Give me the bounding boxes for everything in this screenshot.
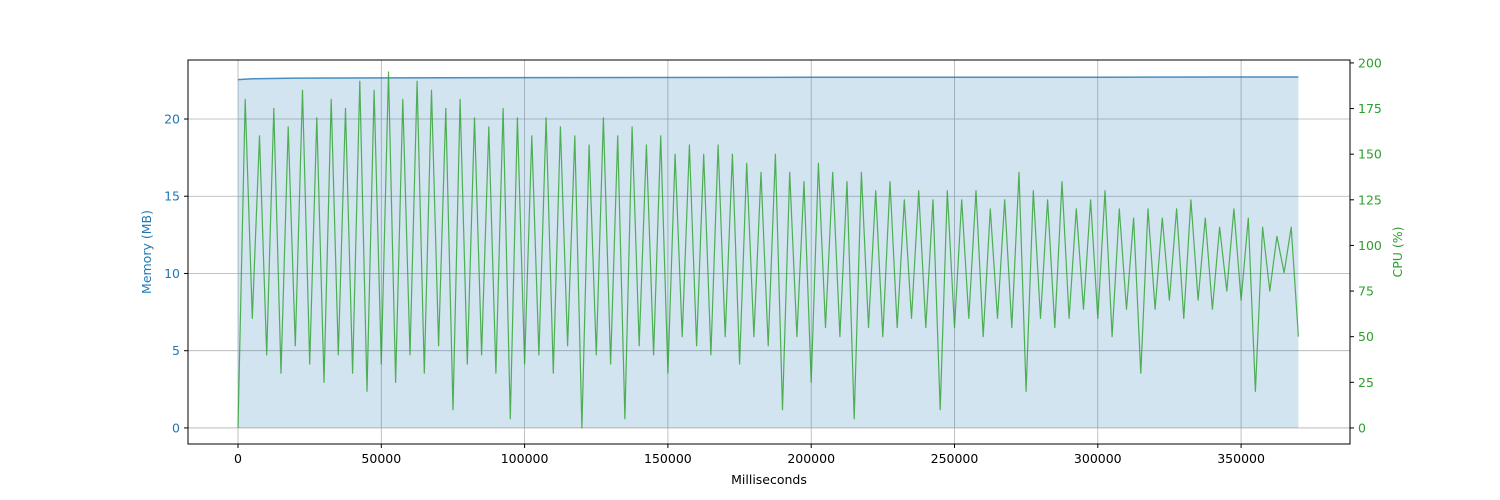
y-tick-label: 5 — [172, 343, 180, 358]
x-tick-label: 300000 — [1074, 451, 1122, 466]
y2-tick-label: 50 — [1358, 329, 1374, 344]
y-axis-label: Memory (MB) — [139, 210, 154, 294]
y-tick-label: 10 — [164, 266, 180, 281]
y-tick-label: 20 — [164, 112, 180, 127]
y2-tick-label: 75 — [1358, 284, 1374, 299]
x-tick-label: 150000 — [644, 451, 692, 466]
x-tick-label: 100000 — [501, 451, 549, 466]
line — [237, 76, 1299, 81]
y2-tick-label: 150 — [1358, 147, 1382, 162]
x-tick-label: 200000 — [787, 451, 835, 466]
x-tick-label: 350000 — [1217, 451, 1265, 466]
y2-tick-label: 200 — [1358, 55, 1382, 70]
y-tick-label: 15 — [164, 189, 180, 204]
line — [237, 71, 1299, 429]
y-tick-label: 0 — [172, 420, 180, 435]
x-axis-label: Milliseconds — [731, 472, 807, 487]
y2-tick-label: 0 — [1358, 420, 1366, 435]
plot-frame — [187, 59, 1351, 445]
y2-tick-label: 25 — [1358, 375, 1374, 390]
area — [238, 76, 1299, 428]
y2-axis-label: CPU (%) — [1390, 226, 1405, 277]
y2-tick-label: 100 — [1358, 238, 1382, 253]
x-tick-label: 50000 — [361, 451, 401, 466]
x-tick-label: 250000 — [931, 451, 979, 466]
x-tick-label: 0 — [234, 451, 242, 466]
y2-tick-label: 125 — [1358, 192, 1382, 207]
y2-tick-label: 175 — [1358, 101, 1382, 116]
